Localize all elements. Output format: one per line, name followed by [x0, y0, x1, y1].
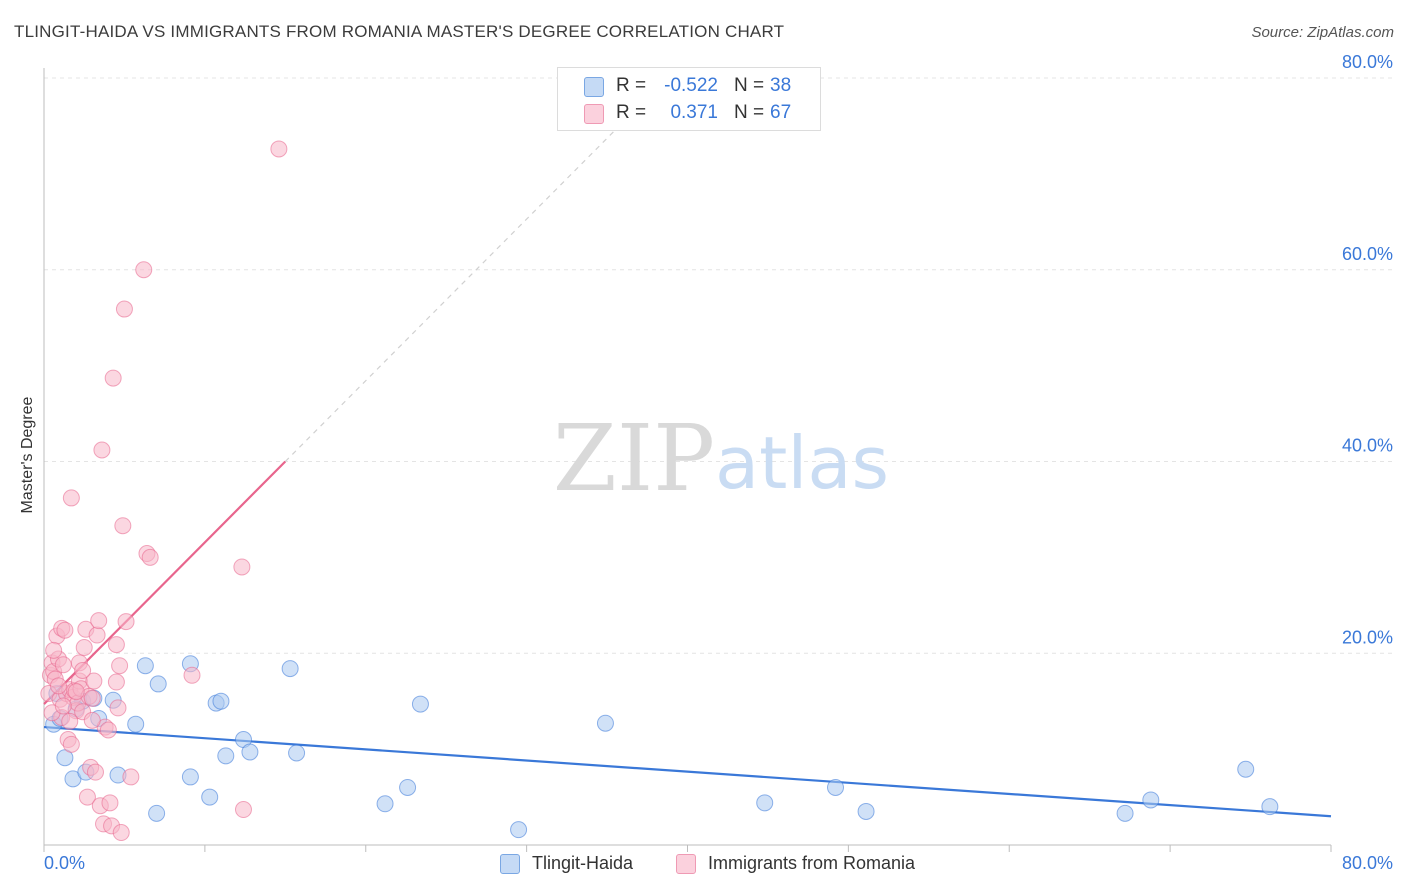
data-point: [115, 300, 133, 318]
legend-swatch-blue: [584, 77, 604, 97]
legend-r-label: R =: [616, 102, 647, 123]
data-point: [85, 672, 103, 690]
legend-r-value: -0.522: [664, 75, 718, 96]
legend-row-romania: R = 0.371 N = 67: [558, 101, 820, 127]
data-point: [756, 794, 774, 812]
data-point: [49, 677, 67, 695]
data-point: [270, 140, 288, 158]
data-point: [62, 735, 80, 753]
data-point: [241, 743, 259, 761]
y-tick-label: 40.0%: [1342, 436, 1393, 456]
chart-title: TLINGIT-HAIDA VS IMMIGRANTS FROM ROMANIA…: [14, 22, 785, 41]
watermark-zip: ZIP: [553, 405, 715, 512]
data-point: [117, 613, 135, 631]
data-point: [135, 261, 153, 279]
legend-label: Immigrants from Romania: [708, 853, 916, 873]
data-point: [411, 695, 429, 713]
data-point: [181, 768, 199, 786]
data-point: [74, 662, 92, 680]
data-point: [45, 641, 63, 659]
x-tick-label: 80.0%: [1342, 853, 1393, 873]
data-point: [67, 683, 85, 701]
series-tlingit-haida: [45, 655, 1279, 839]
data-point: [212, 692, 230, 710]
data-point: [1142, 791, 1160, 809]
data-point: [1116, 804, 1134, 822]
data-point: [54, 697, 72, 715]
y-tick-label: 20.0%: [1342, 627, 1393, 647]
y-tick-label: 60.0%: [1342, 244, 1393, 264]
data-point: [141, 548, 159, 566]
legend-swatch-pink: [676, 854, 696, 874]
data-point: [83, 689, 101, 707]
data-point: [109, 699, 127, 717]
data-point: [107, 636, 125, 654]
data-point: [857, 802, 875, 820]
x-tick-label: 0.0%: [44, 853, 85, 873]
data-point: [104, 369, 122, 387]
data-point: [1261, 798, 1279, 816]
data-point: [376, 795, 394, 813]
data-point: [217, 747, 235, 765]
data-point: [101, 794, 119, 812]
data-point: [99, 721, 117, 739]
data-point: [201, 788, 219, 806]
data-point: [75, 638, 93, 656]
tick-labels: 20.0% 40.0% 60.0% 80.0% 0.0% 80.0%: [44, 52, 1393, 873]
data-point: [148, 804, 166, 822]
legend-n-label: N =: [734, 75, 765, 96]
legend-row-tlingit-haida: R = -0.522 N = 38: [558, 74, 820, 100]
data-point: [93, 441, 111, 459]
data-point: [112, 824, 130, 842]
data-point: [111, 657, 129, 675]
data-point: [127, 715, 145, 733]
legend-swatch-blue: [500, 854, 520, 874]
legend-n-value: 67: [770, 102, 792, 123]
legend-r-value: 0.371: [670, 102, 718, 123]
data-point: [107, 673, 125, 691]
legend-swatch-pink: [584, 104, 604, 124]
y-tick-label: 80.0%: [1342, 52, 1393, 72]
data-point: [122, 768, 140, 786]
source-label: Source: ZipAtlas.com: [1251, 24, 1394, 41]
data-point: [83, 711, 101, 729]
data-points: [40, 140, 1279, 842]
data-point: [399, 778, 417, 796]
trendline-tlingit-haida: [43, 725, 1332, 818]
data-point: [149, 675, 167, 693]
data-point: [86, 763, 104, 781]
data-point: [136, 657, 154, 675]
axes: [43, 68, 1332, 852]
data-point: [233, 558, 251, 576]
data-point: [88, 626, 106, 644]
data-point: [90, 612, 108, 630]
data-point: [1237, 760, 1255, 778]
series-romania: [40, 140, 288, 842]
data-point: [78, 788, 96, 806]
data-point: [288, 744, 306, 762]
data-point: [61, 712, 79, 730]
data-point: [510, 821, 528, 839]
legend-r-label: R =: [616, 75, 647, 96]
data-point: [183, 666, 201, 684]
data-point: [114, 517, 132, 535]
data-point: [234, 801, 252, 819]
legend-n-value: 38: [770, 75, 792, 96]
series-legend: Tlingit-Haida Immigrants from Romania: [0, 852, 1406, 878]
data-point: [62, 489, 80, 507]
data-point: [281, 660, 299, 678]
correlation-legend: R = -0.522 N = 38 R = 0.371 N = 67: [557, 67, 821, 131]
data-point: [54, 656, 72, 674]
watermark-atlas: atlas: [715, 421, 889, 505]
legend-n-label: N =: [734, 102, 765, 123]
data-point: [56, 621, 74, 639]
data-point: [827, 778, 845, 796]
data-point: [596, 714, 614, 732]
legend-label: Tlingit-Haida: [532, 853, 634, 873]
